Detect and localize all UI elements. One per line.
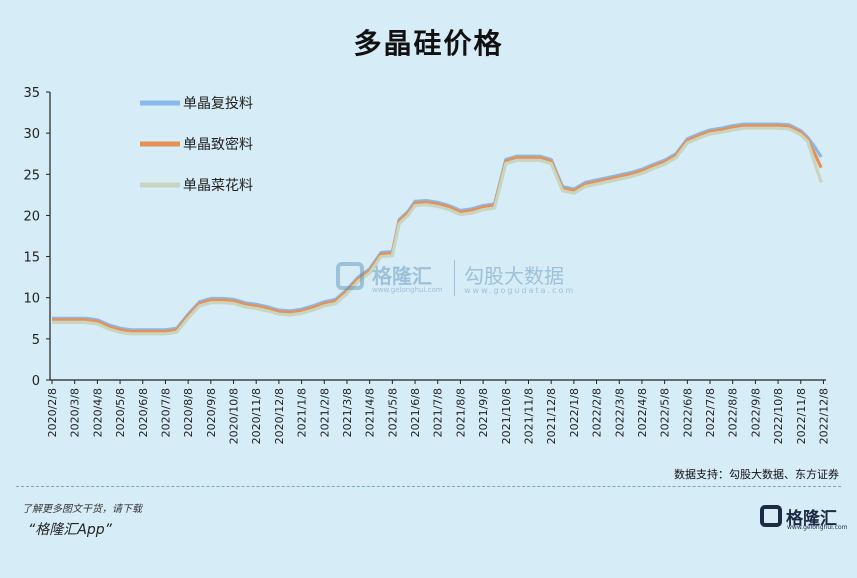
y-tick-label: 0 (32, 374, 40, 389)
legend-label: 单晶复投料 (183, 95, 253, 112)
x-tick-label: 2020/12/8 (273, 388, 286, 444)
x-tick-label: 2020/6/8 (137, 388, 150, 437)
x-tick-label: 2020/10/8 (228, 388, 241, 444)
app-name: “格隆汇App” (28, 522, 112, 538)
x-tick-label: 2022/11/8 (795, 388, 808, 444)
corner-logo: 格隆汇 www.gelonghui.com (760, 503, 848, 531)
x-tick-label: 2022/12/8 (817, 388, 830, 444)
x-tick-label: 2021/2/8 (318, 388, 331, 437)
x-tick-label: 2022/3/8 (613, 388, 626, 437)
y-tick-label: 10 (23, 292, 40, 307)
x-tick-label: 2020/2/8 (46, 388, 59, 437)
data-source: 数据支持：勾股大数据、东方证券 (674, 468, 839, 481)
x-tick-label: 2021/7/8 (432, 388, 445, 437)
corner-logo-url: www.gelonghui.com (787, 524, 848, 531)
x-tick-label: 2022/8/8 (727, 388, 740, 437)
corner-logo-text: 格隆汇 (786, 509, 837, 529)
footer-divider (16, 486, 841, 487)
x-tick-label: 2020/3/8 (69, 388, 82, 437)
x-tick-label: 2021/1/8 (296, 388, 309, 437)
x-tick-label: 2021/10/8 (500, 388, 513, 444)
legend-label: 单晶致密料 (183, 136, 253, 153)
series-line (52, 124, 823, 334)
x-tick-label: 2022/5/8 (659, 388, 672, 437)
x-tick-label: 2021/9/8 (477, 388, 490, 437)
x-tick-label: 2021/8/8 (454, 388, 467, 437)
y-tick-label: 20 (23, 209, 40, 224)
chart-title: 多晶硅价格 (353, 27, 504, 60)
x-tick-label: 2021/4/8 (364, 388, 377, 437)
x-tick-label: 2020/4/8 (91, 388, 104, 437)
promo-text: 了解更多图文干货，请下载 (22, 504, 142, 515)
x-tick-label: 2020/7/8 (159, 388, 172, 437)
series-line (52, 122, 823, 332)
x-tick-label: 2022/10/8 (772, 388, 785, 444)
x-tick-label: 2022/9/8 (749, 388, 762, 437)
y-tick-label: 30 (23, 127, 40, 142)
y-tick-label: 5 (32, 333, 40, 348)
x-tick-label: 2020/11/8 (250, 388, 263, 444)
x-tick-label: 2021/12/8 (545, 388, 558, 444)
x-tick-label: 2022/2/8 (591, 388, 604, 437)
x-tick-label: 2020/5/8 (114, 388, 127, 437)
y-tick-label: 35 (23, 86, 40, 101)
gelonghui-logo-icon (760, 505, 782, 527)
x-tick-label: 2020/8/8 (182, 388, 195, 437)
x-tick-label: 2021/11/8 (522, 388, 535, 444)
x-tick-label: 2022/7/8 (704, 388, 717, 437)
series-line (52, 126, 823, 336)
x-tick-label: 2022/6/8 (681, 388, 694, 437)
x-tick-label: 2020/9/8 (205, 388, 218, 437)
x-tick-label: 2021/3/8 (341, 388, 354, 437)
x-tick-label: 2021/6/8 (409, 388, 422, 437)
y-tick-label: 15 (23, 251, 40, 266)
x-tick-label: 2022/1/8 (568, 388, 581, 437)
legend-label: 单晶菜花料 (183, 178, 253, 194)
x-tick-label: 2022/4/8 (636, 388, 649, 437)
x-tick-label: 2021/5/8 (386, 388, 399, 437)
y-tick-label: 25 (23, 168, 40, 183)
